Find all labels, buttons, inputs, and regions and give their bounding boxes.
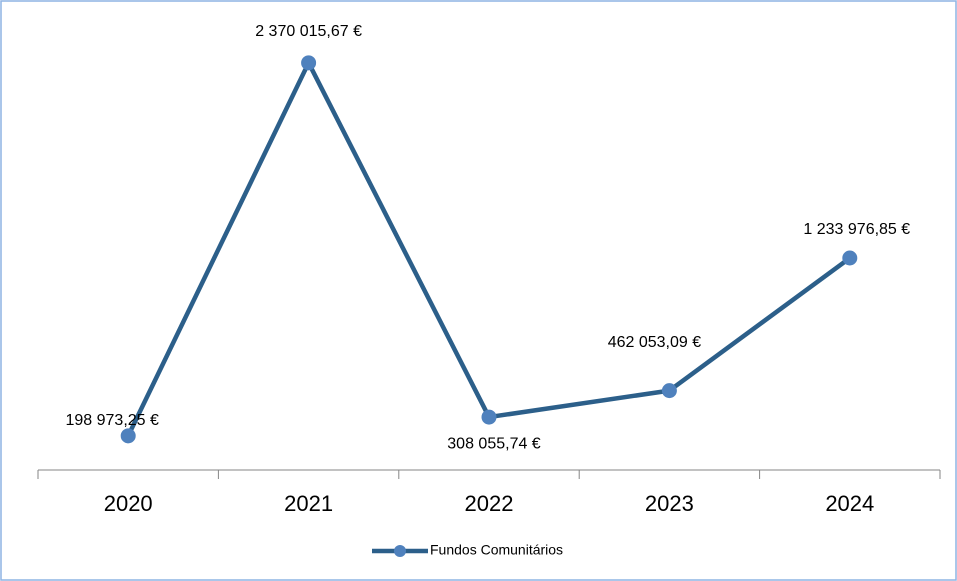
point [842, 250, 858, 266]
x-tick-label: 2021 [284, 491, 333, 516]
data-label: 1 233 976,85 € [803, 221, 910, 238]
x-tick-label: 2024 [825, 491, 874, 516]
data-label: 198 973,25 € [65, 412, 159, 429]
x-tick-label: 2022 [465, 491, 514, 516]
x-tick-label: 2023 [645, 491, 694, 516]
legend-label: Fundos Comunitários [430, 542, 563, 558]
data-label: 2 370 015,67 € [255, 23, 362, 40]
legend-marker [394, 545, 406, 557]
data-label: 462 053,09 € [608, 334, 702, 351]
point [661, 383, 677, 399]
point [120, 428, 136, 444]
data-label: 308 055,74 € [447, 435, 541, 452]
x-tick-label: 2020 [104, 491, 153, 516]
point [301, 55, 317, 71]
point [481, 409, 497, 425]
